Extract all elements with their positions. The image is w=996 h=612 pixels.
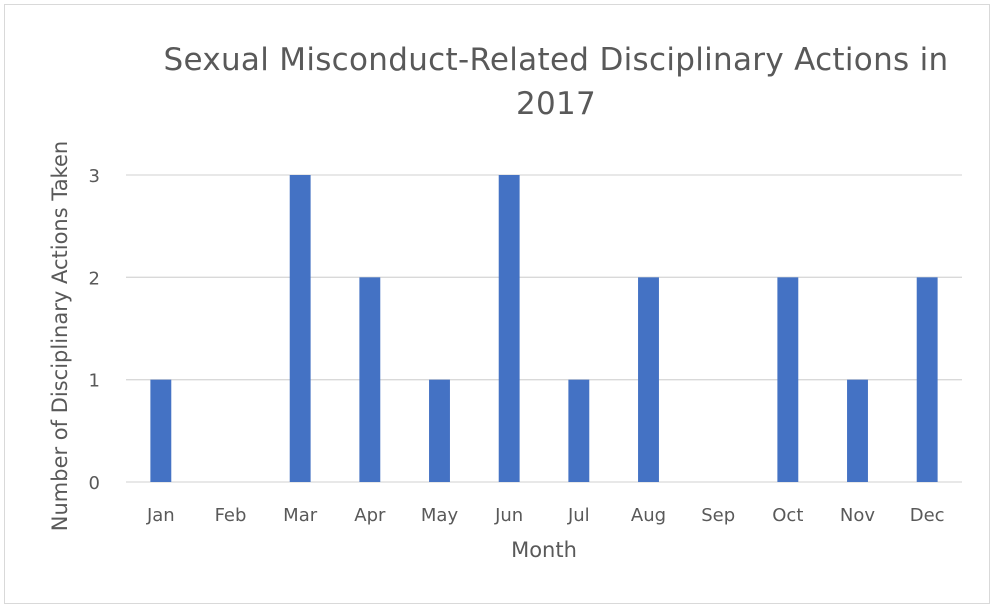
x-tick-label: Nov bbox=[840, 505, 875, 526]
x-tick-label: Jan bbox=[146, 505, 175, 526]
x-tick-label: May bbox=[421, 505, 459, 526]
y-tick-label: 3 bbox=[89, 166, 100, 187]
x-tick-label: Dec bbox=[910, 505, 945, 526]
x-tick-label: Jul bbox=[567, 505, 590, 526]
bar-may bbox=[429, 379, 450, 482]
x-tick-label: Jun bbox=[494, 505, 523, 526]
chart-title: Sexual Misconduct-Related Disciplinary A… bbox=[163, 42, 949, 122]
y-tick-label: 0 bbox=[89, 473, 100, 494]
bar-aug bbox=[638, 277, 659, 482]
x-tick-label: Aug bbox=[631, 505, 666, 526]
bar-jun bbox=[498, 175, 520, 482]
bar-mar bbox=[289, 175, 311, 482]
bar-jan bbox=[150, 379, 172, 482]
bar-nov bbox=[847, 379, 868, 482]
chart-frame bbox=[4, 4, 990, 604]
x-tick-label: Oct bbox=[772, 505, 803, 526]
bar-dec bbox=[916, 277, 938, 482]
bar-oct bbox=[777, 277, 799, 482]
x-axis-label: Month bbox=[511, 538, 577, 562]
x-tick-label: Feb bbox=[215, 505, 247, 526]
y-tick-label: 2 bbox=[89, 268, 100, 289]
x-tick-label: Sep bbox=[701, 505, 735, 526]
y-tick-label: 1 bbox=[89, 371, 100, 392]
x-tick-label: Mar bbox=[283, 505, 318, 526]
x-tick-label: Apr bbox=[354, 505, 386, 526]
bar-jul bbox=[568, 379, 590, 482]
bar-apr bbox=[359, 277, 381, 482]
